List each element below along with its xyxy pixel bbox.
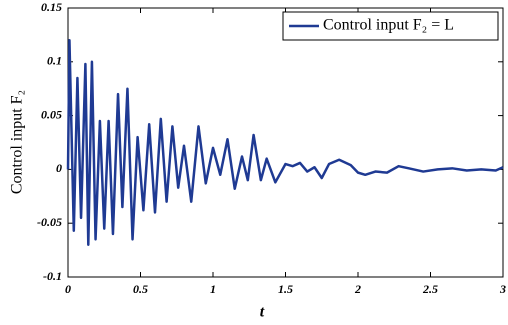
y-tick-label: 0	[56, 161, 62, 175]
y-axis-label: Control input F₂	[9, 90, 26, 194]
plot-area	[67, 7, 504, 278]
x-tick-label: 2	[354, 282, 361, 296]
x-tick-label: 0.5	[133, 282, 148, 296]
x-tick-label: 1.5	[278, 282, 293, 296]
x-tick-label: 0	[65, 282, 71, 296]
y-tick-label: -0.05	[37, 215, 62, 229]
x-tick-label: 1	[210, 282, 216, 296]
y-tick-label: -0.1	[43, 269, 62, 283]
line-series	[66, 39, 504, 246]
x-axis-label: t	[260, 304, 265, 321]
x-tick-label: 3	[499, 282, 506, 296]
legend-label: Control input F₂ = L	[323, 17, 454, 34]
y-tick-label: 0.1	[47, 54, 62, 68]
x-tick-label: 2.5	[422, 282, 438, 296]
y-tick-label: 0.15	[41, 0, 62, 14]
y-tick-label: 0.05	[41, 107, 62, 121]
